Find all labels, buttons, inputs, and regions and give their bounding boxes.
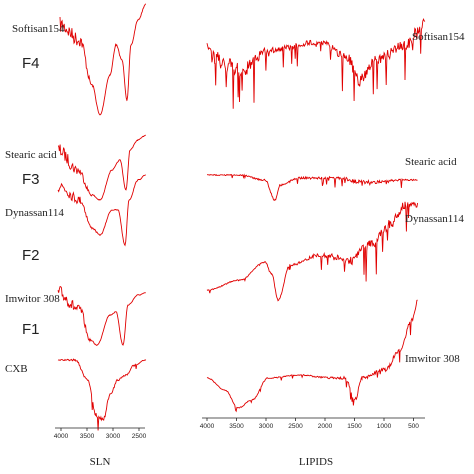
x-tick-label: 3000: [106, 433, 121, 440]
formula-label: F3: [22, 171, 40, 188]
x-tick-label: 4000: [54, 433, 69, 440]
spectrum: [206, 201, 419, 302]
x-tick-label: 2000: [318, 423, 333, 430]
sample-label: Dynassan114: [405, 213, 464, 225]
spectrum: [57, 285, 146, 346]
sample-label: Imwitor 308: [405, 353, 460, 365]
panel-label: LIPIDS: [299, 456, 333, 468]
spectrum: [59, 3, 147, 116]
spectrum: [206, 17, 426, 109]
x-tick-label: 3500: [80, 433, 95, 440]
sample-label: Softisan154: [12, 23, 65, 35]
formula-label: F4: [22, 55, 40, 72]
sample-label: CXB: [5, 363, 28, 375]
x-tick-label: 1500: [347, 423, 362, 430]
x-tick-label: 3000: [259, 423, 274, 430]
sample-label: Softisan154: [412, 31, 465, 43]
spectrum: [206, 299, 418, 413]
sample-label: Stearic acid: [5, 149, 57, 161]
sample-label: Stearic acid: [405, 156, 457, 168]
spectrum: [207, 173, 418, 201]
x-tick-label: 2500: [132, 433, 147, 440]
spectrum: [57, 358, 147, 431]
x-tick-label: 4000: [200, 423, 215, 430]
formula-label: F1: [22, 321, 40, 338]
sample-label: Dynassan114: [5, 207, 64, 219]
spectra: [57, 3, 426, 431]
formula-label: F2: [22, 247, 40, 264]
panel-label: SLN: [90, 456, 111, 468]
spectrum: [57, 174, 146, 247]
x-tick-label: 3500: [229, 423, 244, 430]
x-tick-label: 2500: [288, 423, 303, 430]
sample-label: Imwitor 308: [5, 293, 60, 305]
x-tick-label: 500: [408, 423, 419, 430]
x-tick-label: 1000: [377, 423, 392, 430]
spectrum: [57, 134, 146, 201]
